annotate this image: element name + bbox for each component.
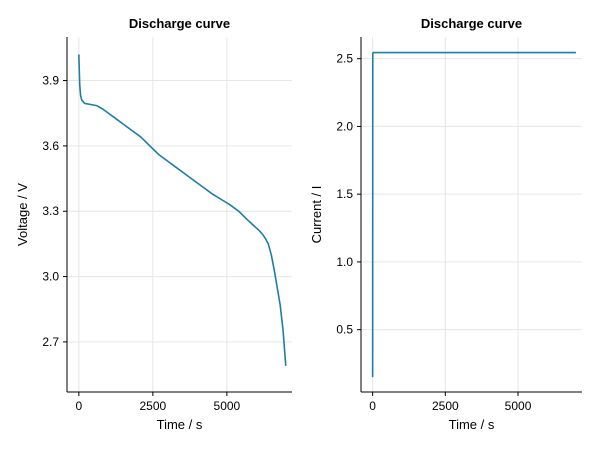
chart-title: Discharge curve (421, 16, 522, 31)
y-tick-label: 2.0 (336, 119, 353, 133)
y-tick-label: 3.9 (42, 74, 59, 88)
series-line (371, 51, 576, 378)
y-tick-label: 1.5 (336, 187, 353, 201)
y-axis-label: Voltage / V (15, 183, 30, 246)
x-axis-label: Time / s (449, 417, 495, 432)
y-axis-label: Current / I (309, 186, 324, 244)
series-line (78, 54, 287, 366)
x-tick-label: 5000 (505, 399, 532, 413)
y-tick-label: 3.6 (42, 139, 59, 153)
x-tick-label: 5000 (214, 399, 241, 413)
x-tick-label: 0 (369, 399, 376, 413)
x-tick-label: 2500 (140, 399, 167, 413)
current-panel: 0 2500 5000 0.5 1.0 1.5 2.0 2.5 Discharge curve T… (309, 16, 582, 432)
y-tick-label: 0.5 (336, 323, 353, 337)
y-tick-label: 1.0 (336, 255, 353, 269)
x-tick-label: 0 (75, 399, 82, 413)
x-tick-label: 2500 (432, 399, 459, 413)
chart-title: Discharge curve (129, 16, 230, 31)
y-tick-label: 3.0 (42, 270, 59, 284)
voltage-panel: 0 2500 5000 2.7 3.0 3.3 3.6 3.9 Discharge curve T… (15, 16, 292, 432)
y-tick-label: 3.3 (42, 204, 59, 218)
x-axis-label: Time / s (157, 417, 203, 432)
y-tick-label: 2.5 (336, 52, 353, 66)
y-tick-label: 2.7 (42, 335, 59, 349)
